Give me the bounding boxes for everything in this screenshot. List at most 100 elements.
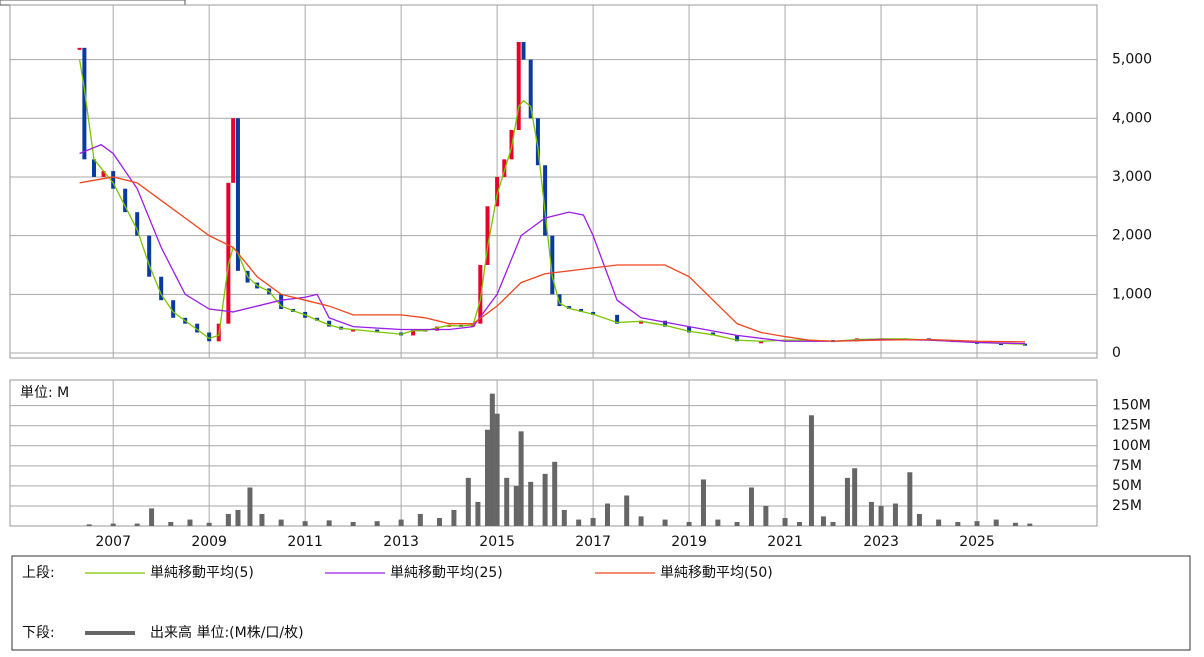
y-tick-label: 1,000 — [1112, 286, 1152, 302]
volume-bar — [624, 495, 630, 526]
candle — [478, 264, 483, 324]
x-tick-label: 2007 — [95, 534, 131, 550]
legend-prefix: 下段: — [22, 625, 55, 641]
volume-bar — [475, 501, 481, 526]
x-tick-label: 2023 — [863, 534, 899, 550]
volume-bar — [350, 521, 356, 526]
candle — [411, 329, 416, 336]
volume-bar — [715, 519, 721, 526]
y-tick-label: 4,000 — [1112, 110, 1152, 126]
x-tick-label: 2025 — [959, 534, 995, 550]
x-tick-label: 2021 — [767, 534, 803, 550]
y-tick-label: 125M — [1112, 418, 1151, 434]
volume-bar — [561, 509, 567, 526]
volume-bar — [763, 505, 769, 526]
candle — [207, 332, 212, 342]
volume-bar — [576, 519, 582, 526]
volume-bar — [868, 501, 874, 526]
volume-bar — [149, 508, 155, 526]
candle — [521, 41, 526, 60]
volume-bar — [398, 519, 404, 526]
volume-bar — [820, 516, 826, 526]
candle — [567, 306, 572, 309]
candle — [550, 235, 555, 295]
volume-bar — [993, 519, 999, 526]
volume-bar — [235, 509, 241, 526]
volume-bar — [374, 521, 380, 526]
y-tick-label: 2,000 — [1112, 228, 1152, 244]
volume-bar — [247, 487, 253, 526]
y-tick-label: 25M — [1112, 498, 1142, 514]
volume-bar — [590, 517, 596, 526]
candle — [543, 165, 548, 236]
volume-bar — [1012, 522, 1018, 526]
volume-bar — [552, 461, 558, 526]
candle — [101, 171, 106, 177]
volume-bar — [417, 513, 423, 526]
candle — [315, 317, 320, 321]
volume-bar — [465, 477, 471, 526]
candle — [615, 314, 620, 324]
volume-bar — [700, 479, 706, 526]
volume-bar — [955, 521, 961, 526]
legend-label: 単純移動平均(50) — [660, 565, 773, 581]
volume-bar — [916, 513, 922, 526]
frame-tab — [0, 0, 186, 6]
volume-bar — [168, 521, 174, 526]
candle — [528, 59, 533, 119]
y-tick-label: 75M — [1112, 458, 1142, 474]
candle — [735, 335, 740, 342]
volume-bar — [225, 513, 231, 526]
volume-bar — [748, 487, 754, 526]
volume-bar — [936, 519, 942, 526]
legend-label: 単純移動平均(25) — [390, 565, 503, 581]
y-tick-label: 50M — [1112, 478, 1142, 494]
volume-bar — [437, 517, 443, 526]
volume-bar — [844, 477, 850, 526]
unit-label: 単位: M — [20, 385, 69, 401]
candle — [195, 323, 200, 333]
volume-bar — [302, 521, 308, 526]
price-panel — [9, 4, 1098, 359]
candle — [579, 308, 584, 312]
volume-bar — [1027, 523, 1033, 526]
volume-bar — [110, 523, 116, 526]
candle — [171, 300, 176, 318]
candle — [82, 47, 87, 160]
volume-bar — [187, 519, 193, 526]
volume-bar — [326, 520, 332, 526]
volume-bar — [604, 503, 610, 526]
candle — [351, 329, 356, 332]
volume-bar — [528, 481, 534, 526]
volume-bar — [451, 509, 457, 526]
candle — [687, 326, 692, 333]
candle — [77, 47, 82, 50]
candle — [516, 41, 521, 131]
volume-bar — [259, 513, 265, 526]
volume-bar — [485, 429, 491, 526]
volume-bar — [852, 468, 858, 526]
candle — [591, 311, 596, 315]
candle — [495, 176, 500, 207]
volume-bar — [134, 523, 140, 526]
legend-box — [11, 555, 1191, 651]
ma-line — [79, 143, 1026, 345]
candle — [557, 294, 562, 307]
volume-bar — [489, 393, 495, 526]
candle — [435, 326, 440, 331]
volume-bar — [518, 431, 524, 526]
volume-bar — [796, 521, 802, 526]
x-tick-label: 2015 — [479, 534, 515, 550]
y-tick-label: 150M — [1112, 398, 1151, 414]
candle — [135, 212, 140, 236]
legend-label: 単純移動平均(5) — [150, 565, 254, 581]
x-tick-label: 2013 — [383, 534, 419, 550]
volume-bar — [278, 519, 284, 526]
volume-bar — [782, 517, 788, 526]
legend-prefix: 上段: — [22, 565, 55, 581]
candle — [91, 159, 96, 177]
y-tick-label: 0 — [1112, 345, 1121, 361]
candle — [231, 118, 236, 183]
candle — [485, 206, 490, 265]
